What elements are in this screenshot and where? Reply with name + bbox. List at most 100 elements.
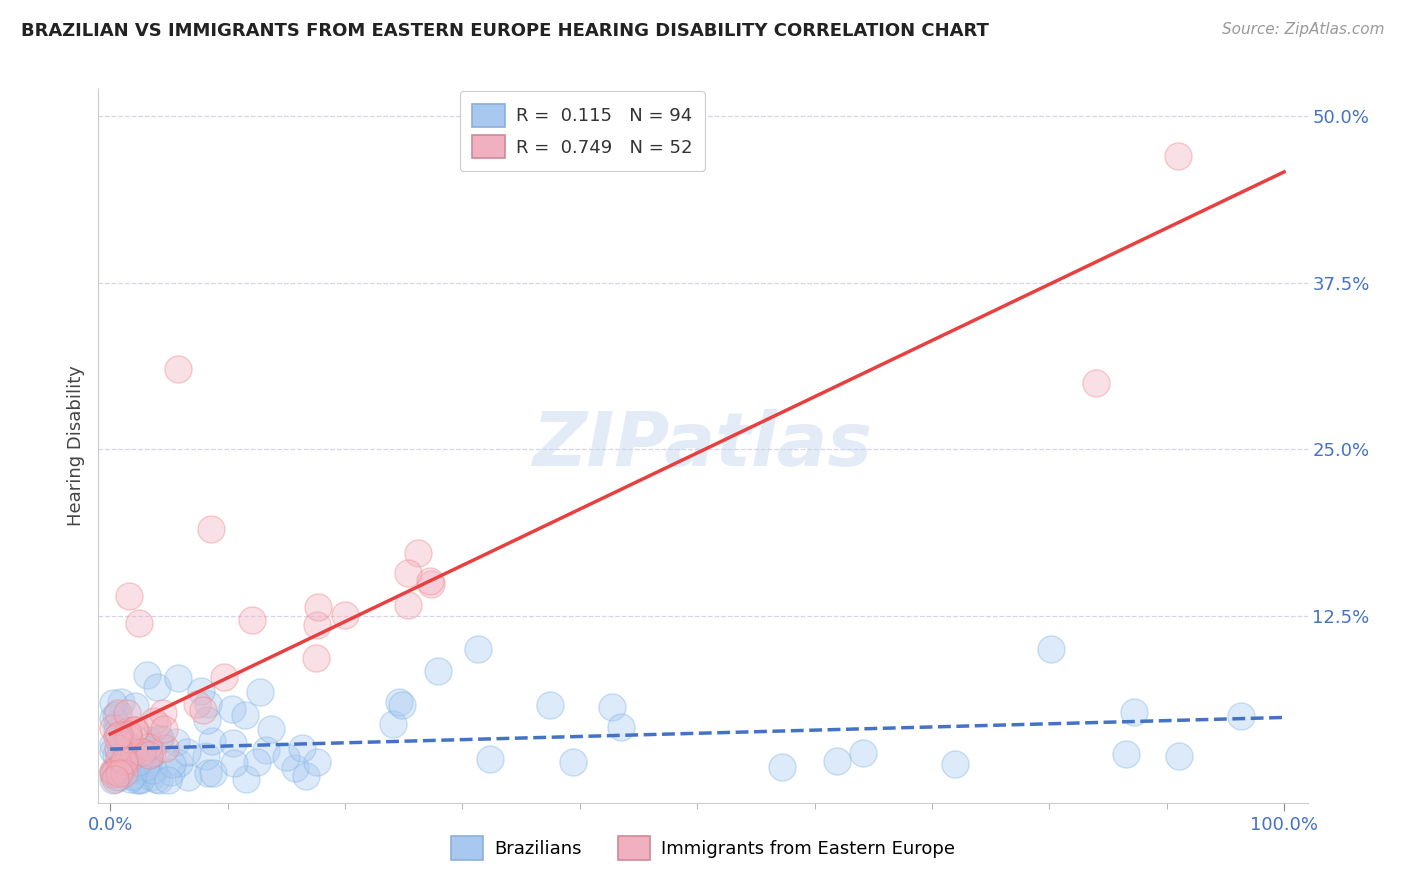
Point (131, 746, 153, 760)
Point (128, 615, 150, 630)
Point (112, 765, 135, 780)
Point (112, 754, 135, 768)
Point (148, 733, 170, 747)
Point (117, 727, 139, 741)
Point (419, 576, 441, 591)
Point (291, 740, 314, 755)
Point (165, 735, 187, 749)
Point (129, 764, 152, 778)
Y-axis label: Hearing Disability: Hearing Disability (66, 366, 84, 526)
Point (131, 746, 153, 760)
Point (104, 747, 127, 762)
Point (167, 671, 190, 685)
Point (190, 684, 212, 698)
Point (177, 770, 200, 784)
Point (156, 772, 179, 787)
Point (388, 695, 411, 709)
Point (276, 750, 298, 764)
Point (124, 723, 146, 737)
Point (382, 716, 405, 731)
Point (139, 742, 162, 756)
Point (561, 755, 583, 769)
Point (118, 772, 141, 786)
Point (479, 752, 502, 766)
Point (240, 613, 263, 627)
Point (118, 589, 141, 603)
Point (124, 699, 146, 714)
Point (1123, 705, 1146, 719)
Point (1229, 709, 1251, 723)
Point (246, 755, 269, 769)
Point (118, 740, 141, 755)
Point (149, 731, 172, 745)
Point (108, 770, 131, 784)
Point (194, 749, 217, 764)
Point (167, 362, 190, 376)
Point (117, 744, 139, 758)
Point (104, 772, 127, 787)
Point (145, 772, 167, 787)
Point (136, 740, 159, 755)
Point (124, 723, 146, 737)
Point (105, 717, 128, 731)
Point (105, 762, 128, 776)
Point (396, 598, 419, 612)
Point (118, 731, 141, 746)
Point (197, 766, 219, 780)
Point (142, 764, 165, 778)
Point (105, 731, 128, 745)
Point (121, 769, 143, 783)
Point (110, 695, 132, 709)
Point (419, 574, 441, 588)
Point (167, 756, 190, 771)
Text: BRAZILIAN VS IMMIGRANTS FROM EASTERN EUROPE HEARING DISABILITY CORRELATION CHART: BRAZILIAN VS IMMIGRANTS FROM EASTERN EUR… (21, 22, 988, 40)
Point (142, 714, 165, 728)
Point (201, 766, 224, 780)
Point (117, 724, 139, 739)
Point (148, 773, 170, 788)
Point (467, 642, 489, 657)
Point (851, 746, 873, 760)
Point (129, 772, 152, 786)
Point (195, 713, 218, 727)
Point (212, 670, 235, 684)
Point (825, 754, 848, 768)
Point (115, 737, 138, 751)
Point (396, 566, 419, 581)
Point (426, 665, 449, 679)
Point (176, 745, 198, 759)
Point (610, 720, 633, 734)
Point (136, 668, 159, 682)
Point (139, 770, 162, 784)
Point (235, 708, 257, 723)
Point (121, 753, 143, 767)
Legend: Brazilians, Immigrants from Eastern Europe: Brazilians, Immigrants from Eastern Euro… (444, 830, 962, 867)
Point (107, 740, 129, 755)
Point (117, 753, 139, 767)
Point (1167, 749, 1189, 764)
Point (201, 734, 224, 748)
Point (136, 756, 159, 770)
Point (107, 723, 129, 738)
Point (260, 722, 283, 736)
Point (305, 650, 328, 665)
Point (132, 751, 155, 765)
Point (221, 701, 243, 715)
Point (235, 772, 257, 786)
Point (146, 680, 169, 694)
Point (1167, 149, 1189, 163)
Text: ZIPatlas: ZIPatlas (533, 409, 873, 483)
Point (101, 696, 124, 710)
Point (111, 751, 134, 765)
Point (103, 711, 125, 725)
Point (138, 732, 160, 747)
Point (101, 767, 124, 781)
Point (191, 703, 214, 717)
Point (406, 546, 429, 560)
Point (200, 522, 222, 536)
Point (138, 747, 160, 762)
Point (112, 758, 135, 772)
Point (104, 764, 127, 778)
Point (160, 756, 183, 771)
Point (333, 608, 356, 623)
